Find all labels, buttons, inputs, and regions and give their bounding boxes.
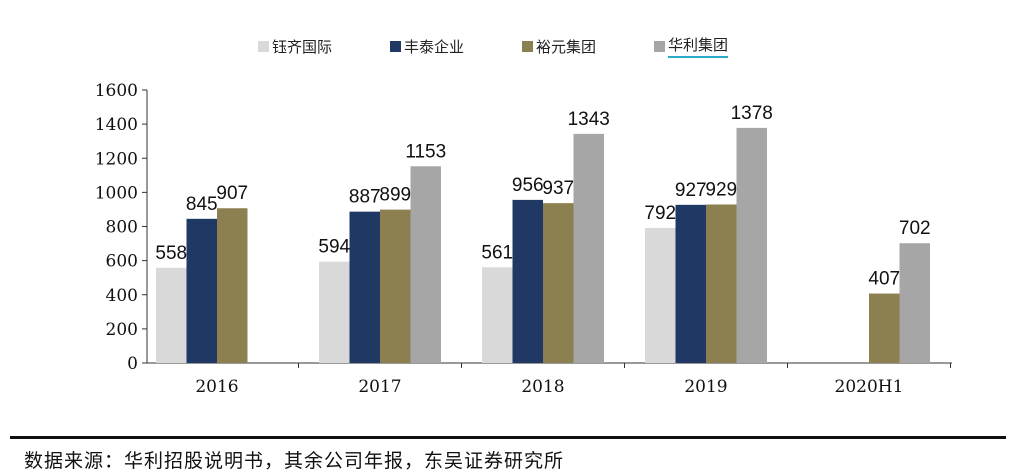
legend-label: 钰齐国际 [272, 37, 333, 56]
legend-swatch [390, 40, 402, 52]
bar [380, 209, 411, 363]
bar [410, 166, 441, 363]
y-tick-label: 1400 [95, 115, 138, 135]
legend-swatch [654, 40, 666, 52]
data-label: 407 [868, 269, 900, 290]
x-tick-label: 2020H1 [835, 377, 904, 397]
x-tick-label: 2018 [521, 377, 564, 397]
data-label: 937 [542, 178, 574, 199]
y-tick-label: 600 [106, 252, 138, 272]
data-label: 927 [675, 180, 707, 201]
data-label: 887 [349, 187, 381, 208]
data-label: 899 [379, 185, 411, 206]
x-tick-label: 2019 [684, 377, 727, 397]
source-note: 数据来源：华利招股说明书，其余公司年报，东吴证券研究所 [24, 450, 565, 472]
legend-swatch [258, 40, 269, 52]
bar [869, 293, 900, 363]
data-label: 561 [481, 242, 513, 263]
data-label: 956 [512, 175, 544, 196]
data-label: 1153 [405, 141, 446, 162]
bar-chart: 0200400600800100012001400160020165588459… [95, 81, 952, 397]
bar [736, 127, 767, 363]
data-label: 702 [899, 218, 931, 239]
y-tick-label: 400 [106, 286, 138, 306]
data-label: 792 [644, 203, 676, 224]
data-label: 1343 [568, 109, 610, 130]
bar [482, 267, 513, 363]
legend-item-2: 裕元集团 [522, 34, 596, 58]
bar [543, 203, 574, 363]
legend-label: 裕元集团 [536, 37, 597, 56]
x-tick-label: 2017 [358, 377, 401, 397]
bar [156, 267, 187, 363]
bar [319, 261, 350, 363]
bar [573, 133, 604, 363]
bar [186, 218, 217, 363]
bar [645, 227, 676, 363]
legend-item-3: 华利集团 [654, 34, 729, 58]
data-label: 594 [318, 237, 350, 258]
y-tick-label: 1600 [95, 81, 138, 101]
bar [675, 204, 706, 363]
bar [217, 208, 248, 363]
data-label: 1378 [731, 103, 773, 124]
legend-item-1: 丰泰企业 [390, 34, 464, 58]
bar [349, 211, 380, 363]
data-label: 929 [705, 179, 737, 200]
legend-swatch [522, 40, 534, 52]
legend: 钰齐国际 丰泰企业 裕元集团 华利集团 [258, 34, 786, 58]
y-tick-label: 1000 [95, 183, 138, 203]
divider [10, 436, 1006, 439]
data-label: 907 [216, 183, 248, 204]
data-label: 845 [186, 194, 218, 215]
bar [899, 243, 930, 363]
data-label: 558 [155, 243, 187, 264]
x-tick-label: 2016 [195, 377, 238, 397]
legend-label: 华利集团 [668, 34, 729, 58]
y-tick-label: 1200 [95, 149, 138, 169]
bar [512, 199, 543, 363]
bar [706, 204, 737, 363]
y-tick-label: 800 [106, 218, 138, 238]
y-tick-label: 200 [106, 320, 138, 340]
y-tick-label: 0 [127, 354, 138, 374]
legend-label: 丰泰企业 [404, 37, 465, 56]
legend-item-0: 钰齐国际 [258, 34, 332, 58]
